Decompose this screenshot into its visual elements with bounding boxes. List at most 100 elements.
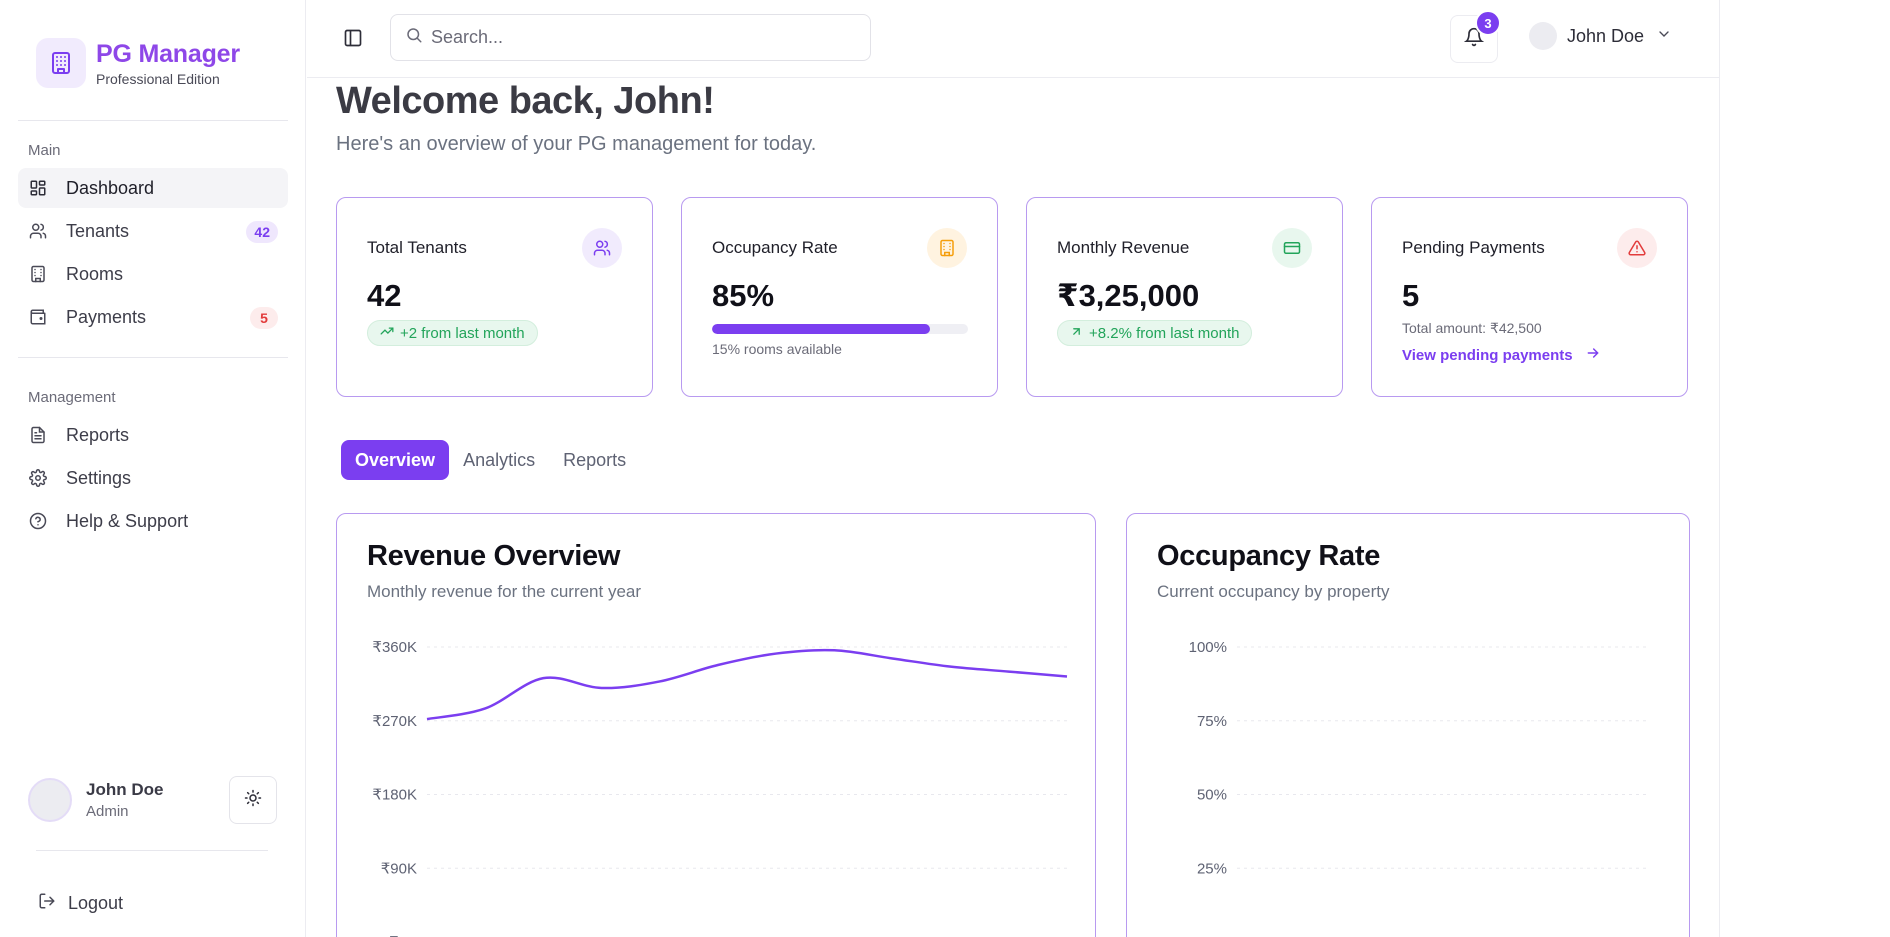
gear-icon [28, 468, 48, 488]
search-icon [405, 26, 423, 49]
tenants-count-badge: 42 [246, 221, 278, 243]
sidebar-user-name: John Doe [86, 780, 164, 799]
arrow-up-right-icon [1070, 325, 1083, 342]
y-tick-label: 50% [1197, 787, 1227, 804]
sidebar-item-rooms[interactable]: Rooms [18, 254, 288, 294]
sidebar-item-payments[interactable]: Payments 5 [18, 297, 288, 337]
stat-card-occupancy-rate[interactable]: Occupancy Rate 85% 15% rooms available [681, 197, 998, 397]
sidebar-item-label: Dashboard [66, 177, 155, 198]
file-icon [28, 425, 48, 445]
page-subtitle: Here's an overview of your PG management… [336, 133, 817, 155]
stat-value: 42 [367, 278, 402, 313]
logout-button[interactable]: Logout [38, 892, 123, 915]
y-tick-label: ₹180K [372, 787, 417, 804]
top-bar: 3 John Doe [307, 0, 1719, 78]
y-tick-label: 0% [1205, 934, 1227, 937]
sidebar-item-dashboard[interactable]: Dashboard [18, 168, 288, 208]
alert-triangle-icon [1617, 228, 1657, 268]
avatar [1529, 22, 1557, 50]
stat-note: Total amount: ₹42,500 [1402, 320, 1542, 336]
y-tick-label: ₹270K [372, 713, 417, 730]
occupancy-chart-card: 0% 25% 50% 75% 100% Occupancy Rate Current o… [1126, 513, 1690, 937]
stat-note: 15% rooms available [712, 341, 842, 357]
progress-fill [712, 324, 930, 334]
sidebar-item-settings[interactable]: Settings [18, 458, 288, 498]
sidebar-item-label: Tenants [66, 220, 130, 241]
payments-count-badge: 5 [250, 307, 278, 329]
chart-title: Occupancy Rate [1157, 540, 1381, 572]
search-box[interactable] [390, 14, 871, 61]
divider [36, 850, 268, 851]
sidebar-item-label: Settings [66, 467, 132, 488]
link-label: View pending payments [1402, 346, 1573, 364]
stat-value: 5 [1402, 278, 1420, 313]
revenue-series-line [426, 648, 1068, 721]
user-menu-name: John Doe [1567, 25, 1645, 46]
sidebar: PG Manager Professional Edition Main Das… [0, 0, 306, 937]
notifications-button[interactable] [1450, 15, 1498, 63]
stat-title: Total Tenants [367, 238, 467, 257]
help-circle-icon [28, 511, 48, 531]
stat-title: Pending Payments [1402, 238, 1545, 257]
trend-badge: +8.2% from last month [1057, 320, 1253, 346]
logout-label: Logout [68, 893, 124, 913]
sidebar-user[interactable]: John Doe Admin [28, 778, 163, 822]
brand-subtitle: Professional Edition [96, 70, 220, 87]
chevron-down-icon [1656, 26, 1672, 47]
sidebar-item-help-support[interactable]: Help & Support [18, 501, 288, 541]
wallet-icon [28, 307, 48, 327]
credit-card-icon [1272, 228, 1312, 268]
sidebar-item-label: Reports [66, 424, 130, 445]
revenue-chart: ₹0K ₹90K ₹180K ₹270K ₹360K [372, 639, 1068, 937]
view-pending-payments-link[interactable]: View pending payments [1402, 345, 1601, 365]
sidebar-item-label: Help & Support [66, 510, 189, 531]
divider [18, 357, 288, 358]
stat-card-total-tenants[interactable]: Total Tenants 42 +2 from last month [336, 197, 653, 397]
building-icon [28, 264, 48, 284]
notification-count-badge: 3 [1475, 10, 1501, 36]
tab-overview[interactable]: Overview [341, 440, 450, 480]
occupancy-chart: 0% 25% 50% 75% 100% [1189, 639, 1647, 937]
trend-text: +2 from last month [400, 324, 525, 342]
page-title: Welcome back, John! [336, 80, 715, 122]
content-right-border [1719, 0, 1720, 937]
search-input[interactable] [431, 27, 831, 48]
sidebar-item-tenants[interactable]: Tenants 42 [18, 211, 288, 251]
users-icon [28, 221, 48, 241]
tab-reports[interactable]: Reports [563, 449, 627, 470]
stat-value: 85% [712, 278, 775, 313]
arrow-right-icon [1585, 345, 1601, 365]
divider [18, 120, 288, 121]
section-label-main: Main [28, 142, 61, 159]
sidebar-item-label: Rooms [66, 263, 124, 284]
sidebar-user-role: Admin [86, 803, 129, 820]
chart-subtitle: Monthly revenue for the current year [367, 582, 642, 601]
brand[interactable]: PG Manager Professional Edition [36, 38, 240, 88]
chart-subtitle: Current occupancy by property [1157, 582, 1390, 601]
logout-icon [38, 892, 56, 915]
y-tick-label: 75% [1197, 713, 1227, 730]
stat-card-monthly-revenue[interactable]: Monthly Revenue ₹3,25,000 +8.2% from las… [1026, 197, 1343, 397]
tab-analytics[interactable]: Analytics [463, 449, 536, 470]
trend-badge: +2 from last month [367, 320, 538, 346]
sidebar-item-reports[interactable]: Reports [18, 415, 288, 455]
occupancy-progress-bar [712, 324, 968, 334]
trending-up-icon [380, 324, 394, 342]
y-tick-label: ₹360K [372, 639, 417, 656]
brand-name: PG Manager [96, 39, 240, 68]
avatar [28, 778, 72, 822]
y-tick-label: ₹0K [389, 934, 417, 937]
users-icon [582, 228, 622, 268]
grid-icon [28, 178, 48, 198]
sidebar-item-label: Payments [66, 306, 147, 327]
revenue-chart-card: ₹0K₹90K₹180K₹270K₹360K Revenue Overview … [336, 513, 1096, 937]
bell-icon [1463, 27, 1485, 52]
stat-value: ₹3,25,000 [1057, 278, 1200, 313]
dashboard-tabs: Overview Analytics Reports [341, 440, 640, 480]
sidebar-toggle-button[interactable] [343, 28, 363, 53]
user-menu[interactable]: John Doe [1529, 22, 1672, 50]
stat-card-pending-payments[interactable]: Pending Payments 5 Total amount: ₹42,500… [1371, 197, 1688, 397]
theme-toggle-button[interactable] [229, 776, 277, 824]
y-tick-label: ₹90K [381, 860, 417, 877]
sun-icon [244, 789, 262, 812]
